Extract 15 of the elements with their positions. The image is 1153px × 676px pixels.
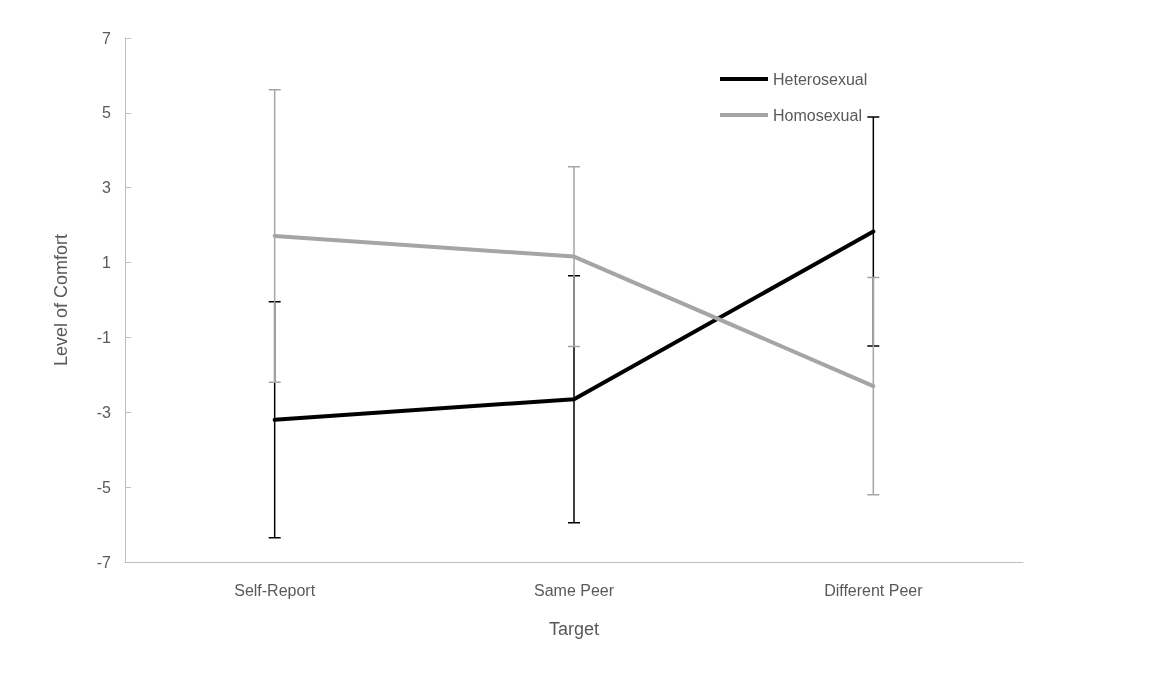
y-tick-label: -7 [96,553,112,571]
y-tick-label: 7 [102,29,112,47]
x-tick-label: Same Peer [533,581,615,599]
y-tick-label: 5 [102,104,112,122]
x-axis-title: Target [548,619,600,639]
legend-label: Homosexual [773,106,862,124]
x-tick-label: Self-Report [234,581,316,599]
y-axis-title: Level of Comfort [51,233,71,367]
legend-label: Heterosexual [773,70,868,88]
y-tick-label: -3 [96,403,112,421]
y-tick-label: -5 [96,478,112,496]
y-tick-label: -1 [96,328,112,346]
y-tick-label: 3 [102,179,112,197]
x-tick-label: Different Peer [824,581,924,599]
y-tick-label: 1 [102,254,112,272]
